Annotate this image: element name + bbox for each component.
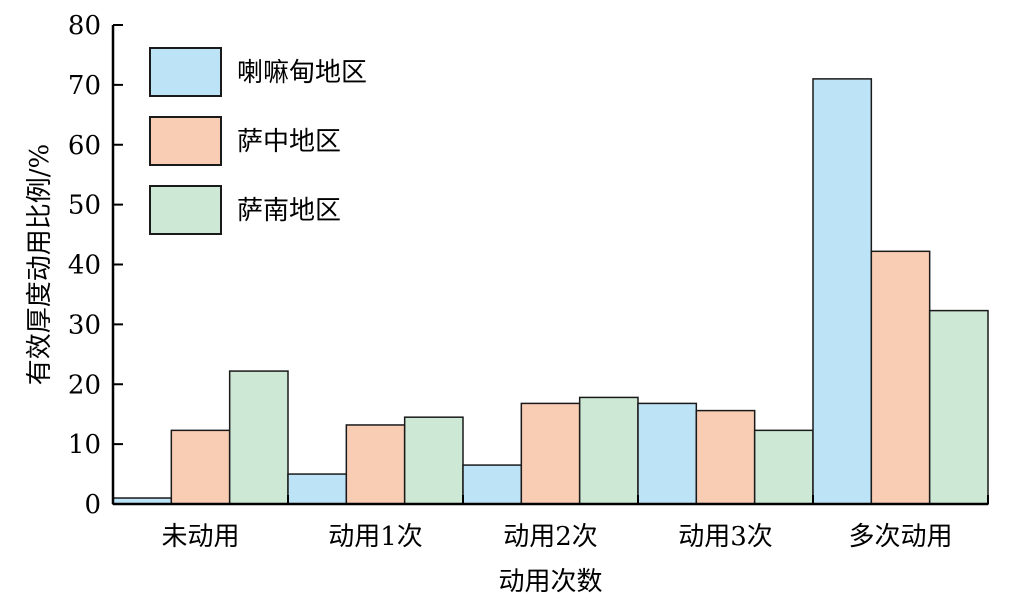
x-tick-label: 多次动用 — [848, 522, 952, 552]
bar — [812, 78, 873, 505]
y-tick-label: 40 — [68, 251, 101, 281]
bar — [170, 429, 231, 505]
bar — [462, 464, 523, 505]
y-tick-label: 80 — [68, 11, 101, 41]
y-tick-label: 0 — [84, 490, 101, 520]
y-tick-label: 20 — [68, 370, 101, 400]
y-tick-label: 60 — [68, 131, 101, 161]
bar — [928, 309, 989, 505]
x-axis-title: 动用次数 — [498, 567, 602, 597]
legend-swatch — [149, 185, 222, 235]
axes-group: 0 10 20 30 40 50 60 70 80 未动用 动用1次 动用2次 动用3次 多次动用 — [68, 11, 989, 552]
bar — [870, 250, 931, 505]
legend-label: 萨中地区 — [237, 127, 341, 157]
y-tick-label: 70 — [68, 71, 101, 101]
legend-label: 喇嘛甸地区 — [237, 58, 367, 88]
x-tick-label: 动用2次 — [503, 522, 598, 552]
x-tick-label: 动用3次 — [678, 522, 773, 552]
y-tick-label: 50 — [68, 191, 101, 221]
bar — [345, 424, 406, 505]
x-tick-label: 未动用 — [161, 522, 239, 552]
bar — [753, 429, 814, 505]
bar — [578, 396, 639, 505]
bar — [637, 402, 698, 505]
legend-label: 萨南地区 — [237, 196, 341, 226]
legend-swatch — [149, 116, 222, 166]
bars-group — [112, 78, 989, 505]
y-tick-label: 10 — [68, 430, 101, 460]
bar — [403, 416, 464, 505]
y-tick-label: 30 — [68, 310, 101, 340]
legend-swatch — [149, 47, 222, 97]
y-axis-title: 有效厚度动用比例/% — [25, 144, 55, 385]
x-tick-label: 动用1次 — [328, 522, 423, 552]
bar — [287, 473, 348, 505]
bar — [520, 402, 581, 505]
bar — [228, 370, 289, 505]
bar — [695, 409, 756, 505]
